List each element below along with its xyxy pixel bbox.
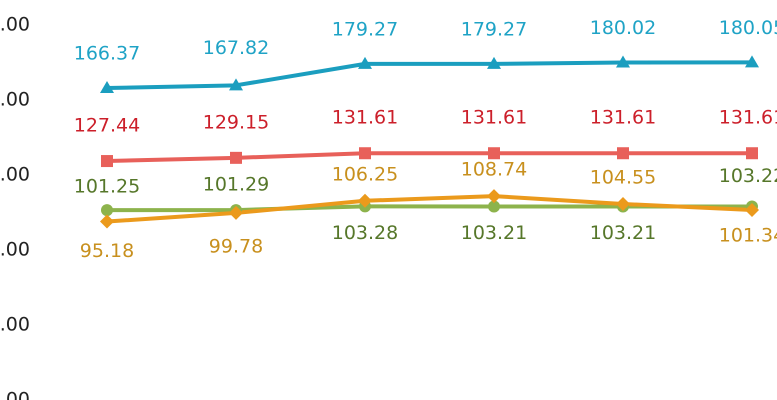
marker <box>616 55 630 68</box>
data-label: 103.22 <box>719 165 777 187</box>
data-label: 108.74 <box>461 159 527 181</box>
series-line <box>106 60 753 91</box>
marker <box>487 189 501 204</box>
marker <box>100 214 114 229</box>
data-label: 179.27 <box>332 18 398 40</box>
marker <box>100 81 114 94</box>
y-tick-label: 0.00 <box>0 389 30 400</box>
data-label: 106.25 <box>332 163 398 185</box>
marker <box>229 205 243 220</box>
y-tick-label: 120.00 <box>0 164 30 186</box>
data-label: 103.28 <box>332 222 398 244</box>
data-label: 131.61 <box>590 107 656 129</box>
marker <box>616 196 630 211</box>
marker <box>230 151 242 164</box>
data-label: 131.61 <box>332 107 398 129</box>
marker <box>101 204 113 217</box>
data-label: 131.61 <box>719 107 777 129</box>
series-line <box>106 151 752 164</box>
marker <box>358 56 372 69</box>
y-tick-label: 80.00 <box>0 239 30 261</box>
data-label: 180.02 <box>590 17 656 39</box>
series-line <box>106 194 753 224</box>
marker <box>359 147 371 160</box>
data-label: 99.78 <box>209 235 263 257</box>
y-tick-label: 160.00 <box>0 89 30 111</box>
marker <box>488 200 500 213</box>
data-label: 101.34 <box>719 224 777 246</box>
data-label: 180.05 <box>719 17 777 39</box>
marker <box>617 147 629 160</box>
marker <box>488 147 500 160</box>
marker <box>487 56 501 69</box>
data-label: 101.29 <box>203 174 269 196</box>
y-tick-label: 40.00 <box>0 314 30 336</box>
data-label: 101.25 <box>74 176 140 198</box>
data-label: 103.21 <box>461 222 527 244</box>
data-label: 179.27 <box>461 18 527 40</box>
data-label: 167.82 <box>203 37 269 59</box>
data-label: 166.37 <box>74 43 140 65</box>
marker <box>745 55 759 68</box>
marker <box>746 147 758 160</box>
data-label: 127.44 <box>74 115 140 137</box>
data-label: 131.61 <box>461 107 527 129</box>
data-label: 129.15 <box>203 111 269 133</box>
marker <box>358 193 372 208</box>
marker <box>101 155 113 168</box>
data-label: 95.18 <box>80 240 134 262</box>
data-label: 104.55 <box>590 166 656 188</box>
marker <box>229 78 243 91</box>
data-label: 103.21 <box>590 222 656 244</box>
marker <box>745 202 759 217</box>
y-tick-label: 200.00 <box>0 14 30 36</box>
